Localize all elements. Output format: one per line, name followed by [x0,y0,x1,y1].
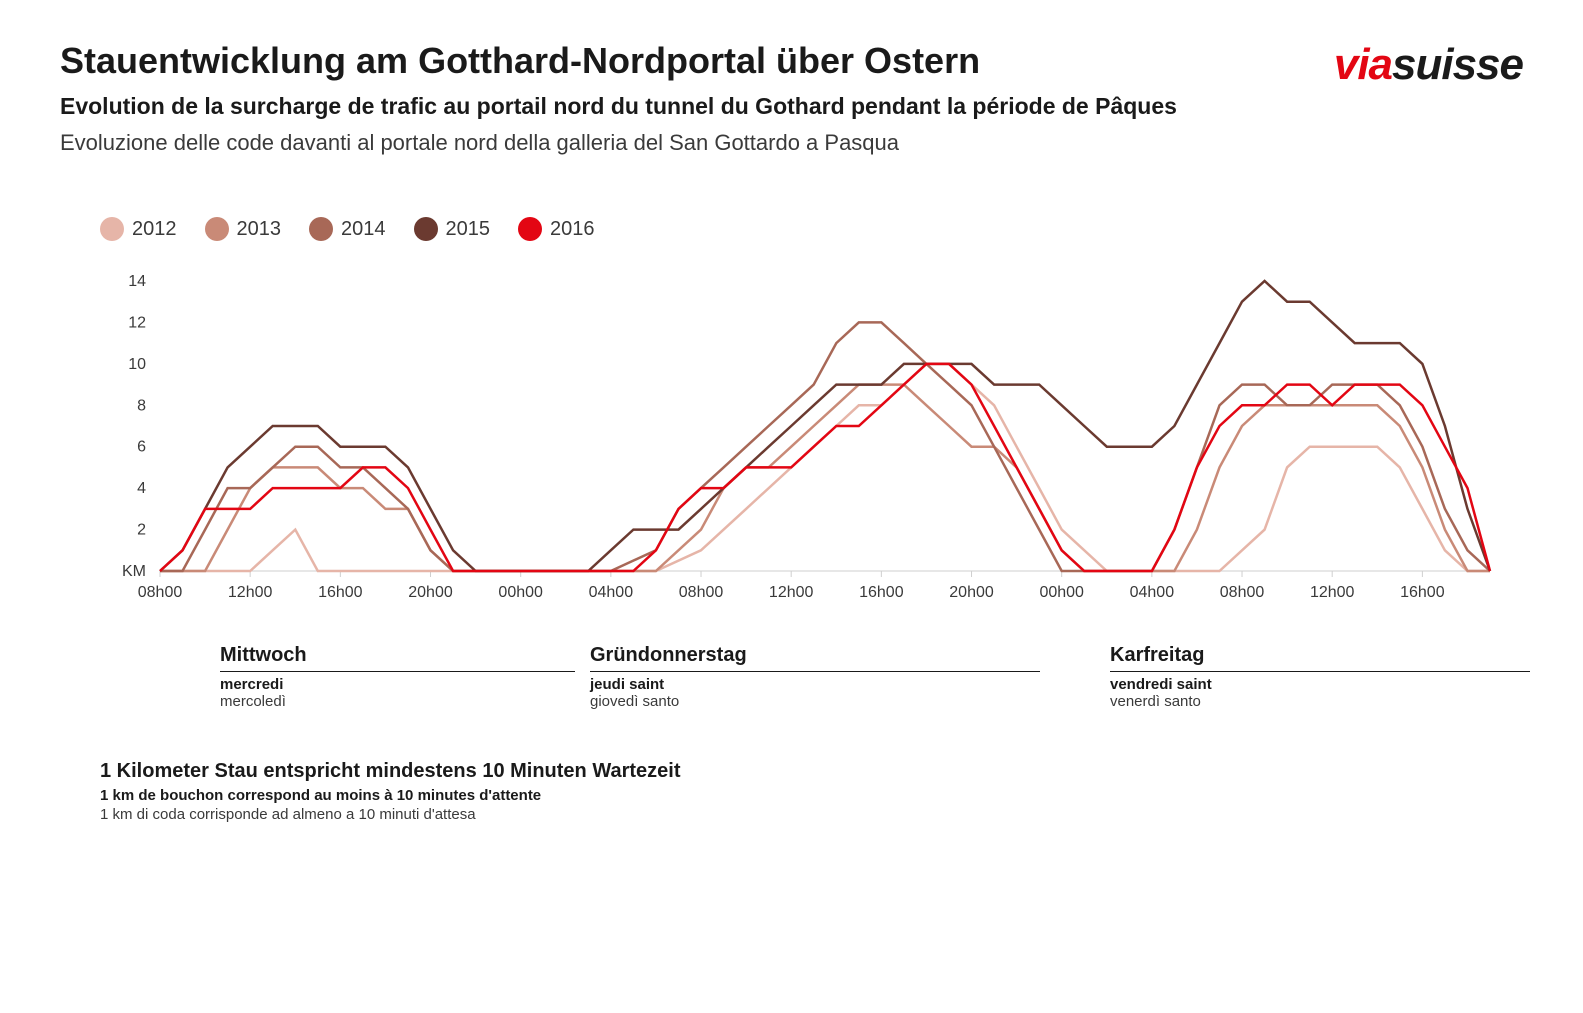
svg-text:00h00: 00h00 [1039,584,1084,601]
footnote-it: 1 km di coda corrisponde ad almeno a 10 … [100,806,1523,823]
title-fr: Evolution de la surcharge de trafic au p… [60,92,1523,121]
title-de: Stauentwicklung am Gotthard-Nordportal ü… [60,40,1523,82]
legend-label: 2016 [550,218,595,241]
day-fr: vendredi saint [1110,676,1530,693]
svg-text:16h00: 16h00 [859,584,904,601]
day-fr: jeudi saint [590,676,1040,693]
header: Stauentwicklung am Gotthard-Nordportal ü… [60,40,1523,157]
svg-text:6: 6 [137,439,146,456]
svg-text:04h00: 04h00 [1130,584,1175,601]
svg-text:14: 14 [128,273,146,290]
svg-text:12h00: 12h00 [1310,584,1355,601]
svg-text:08h00: 08h00 [138,584,183,601]
legend-item: 2013 [205,217,282,241]
svg-text:12h00: 12h00 [228,584,273,601]
legend-label: 2012 [132,218,177,241]
svg-text:20h00: 20h00 [408,584,453,601]
svg-text:08h00: 08h00 [679,584,724,601]
legend-item: 2012 [100,217,177,241]
day-label: Gründonnerstag jeudi saintgiovedì santo [590,644,1040,710]
footnote-fr: 1 km de bouchon correspond au moins à 10… [100,787,1523,804]
svg-text:16h00: 16h00 [1400,584,1445,601]
day-fr: mercredi [220,676,575,693]
svg-text:00h00: 00h00 [498,584,543,601]
legend-label: 2013 [237,218,282,241]
day-it: venerdì santo [1110,693,1530,710]
title-it: Evoluzione delle code davanti al portale… [60,129,1523,158]
svg-text:2: 2 [137,522,146,539]
traffic-chart: 2 4 6 8 10 12 14 KM 08h00 12h00 16h00 20h00 00h00 04h… [100,271,1523,616]
day-de: Karfreitag [1110,644,1530,672]
day-labels: Mittwoch mercredimercoledì Gründonnerstag j… [140,644,1523,710]
series-2013 [160,385,1490,571]
svg-text:20h00: 20h00 [949,584,994,601]
logo-part2: suisse [1392,40,1523,89]
svg-text:10: 10 [128,356,146,373]
legend: 2012 2013 2014 2015 2016 [100,217,1523,241]
svg-text:08h00: 08h00 [1220,584,1265,601]
svg-text:KM: KM [122,563,146,580]
legend-label: 2015 [446,218,491,241]
day-de: Mittwoch [220,644,575,672]
line-chart-svg: 2 4 6 8 10 12 14 KM 08h00 12h00 16h00 20h00 00h00 04h… [100,271,1500,611]
footnote: 1 Kilometer Stau entspricht mindestens 1… [100,760,1523,823]
legend-item: 2015 [414,217,491,241]
logo: viasuisse [1334,40,1523,90]
svg-text:16h00: 16h00 [318,584,363,601]
legend-swatch [205,217,229,241]
legend-item: 2016 [518,217,595,241]
svg-text:4: 4 [137,480,146,497]
legend-label: 2014 [341,218,386,241]
svg-text:04h00: 04h00 [589,584,634,601]
day-it: mercoledì [220,693,575,710]
series-2015 [160,281,1490,571]
logo-part1: via [1334,40,1392,89]
day-label: Mittwoch mercredimercoledì [220,644,575,710]
day-it: giovedì santo [590,693,1040,710]
legend-swatch [414,217,438,241]
day-de: Gründonnerstag [590,644,1040,672]
svg-text:12: 12 [128,315,146,332]
svg-text:12h00: 12h00 [769,584,814,601]
footnote-de: 1 Kilometer Stau entspricht mindestens 1… [100,760,1523,783]
legend-item: 2014 [309,217,386,241]
legend-swatch [309,217,333,241]
page-root: Stauentwicklung am Gotthard-Nordportal ü… [0,0,1583,1013]
legend-swatch [100,217,124,241]
legend-swatch [518,217,542,241]
svg-text:8: 8 [137,398,146,415]
day-label: Karfreitag vendredi saintvenerdì santo [1110,644,1530,710]
